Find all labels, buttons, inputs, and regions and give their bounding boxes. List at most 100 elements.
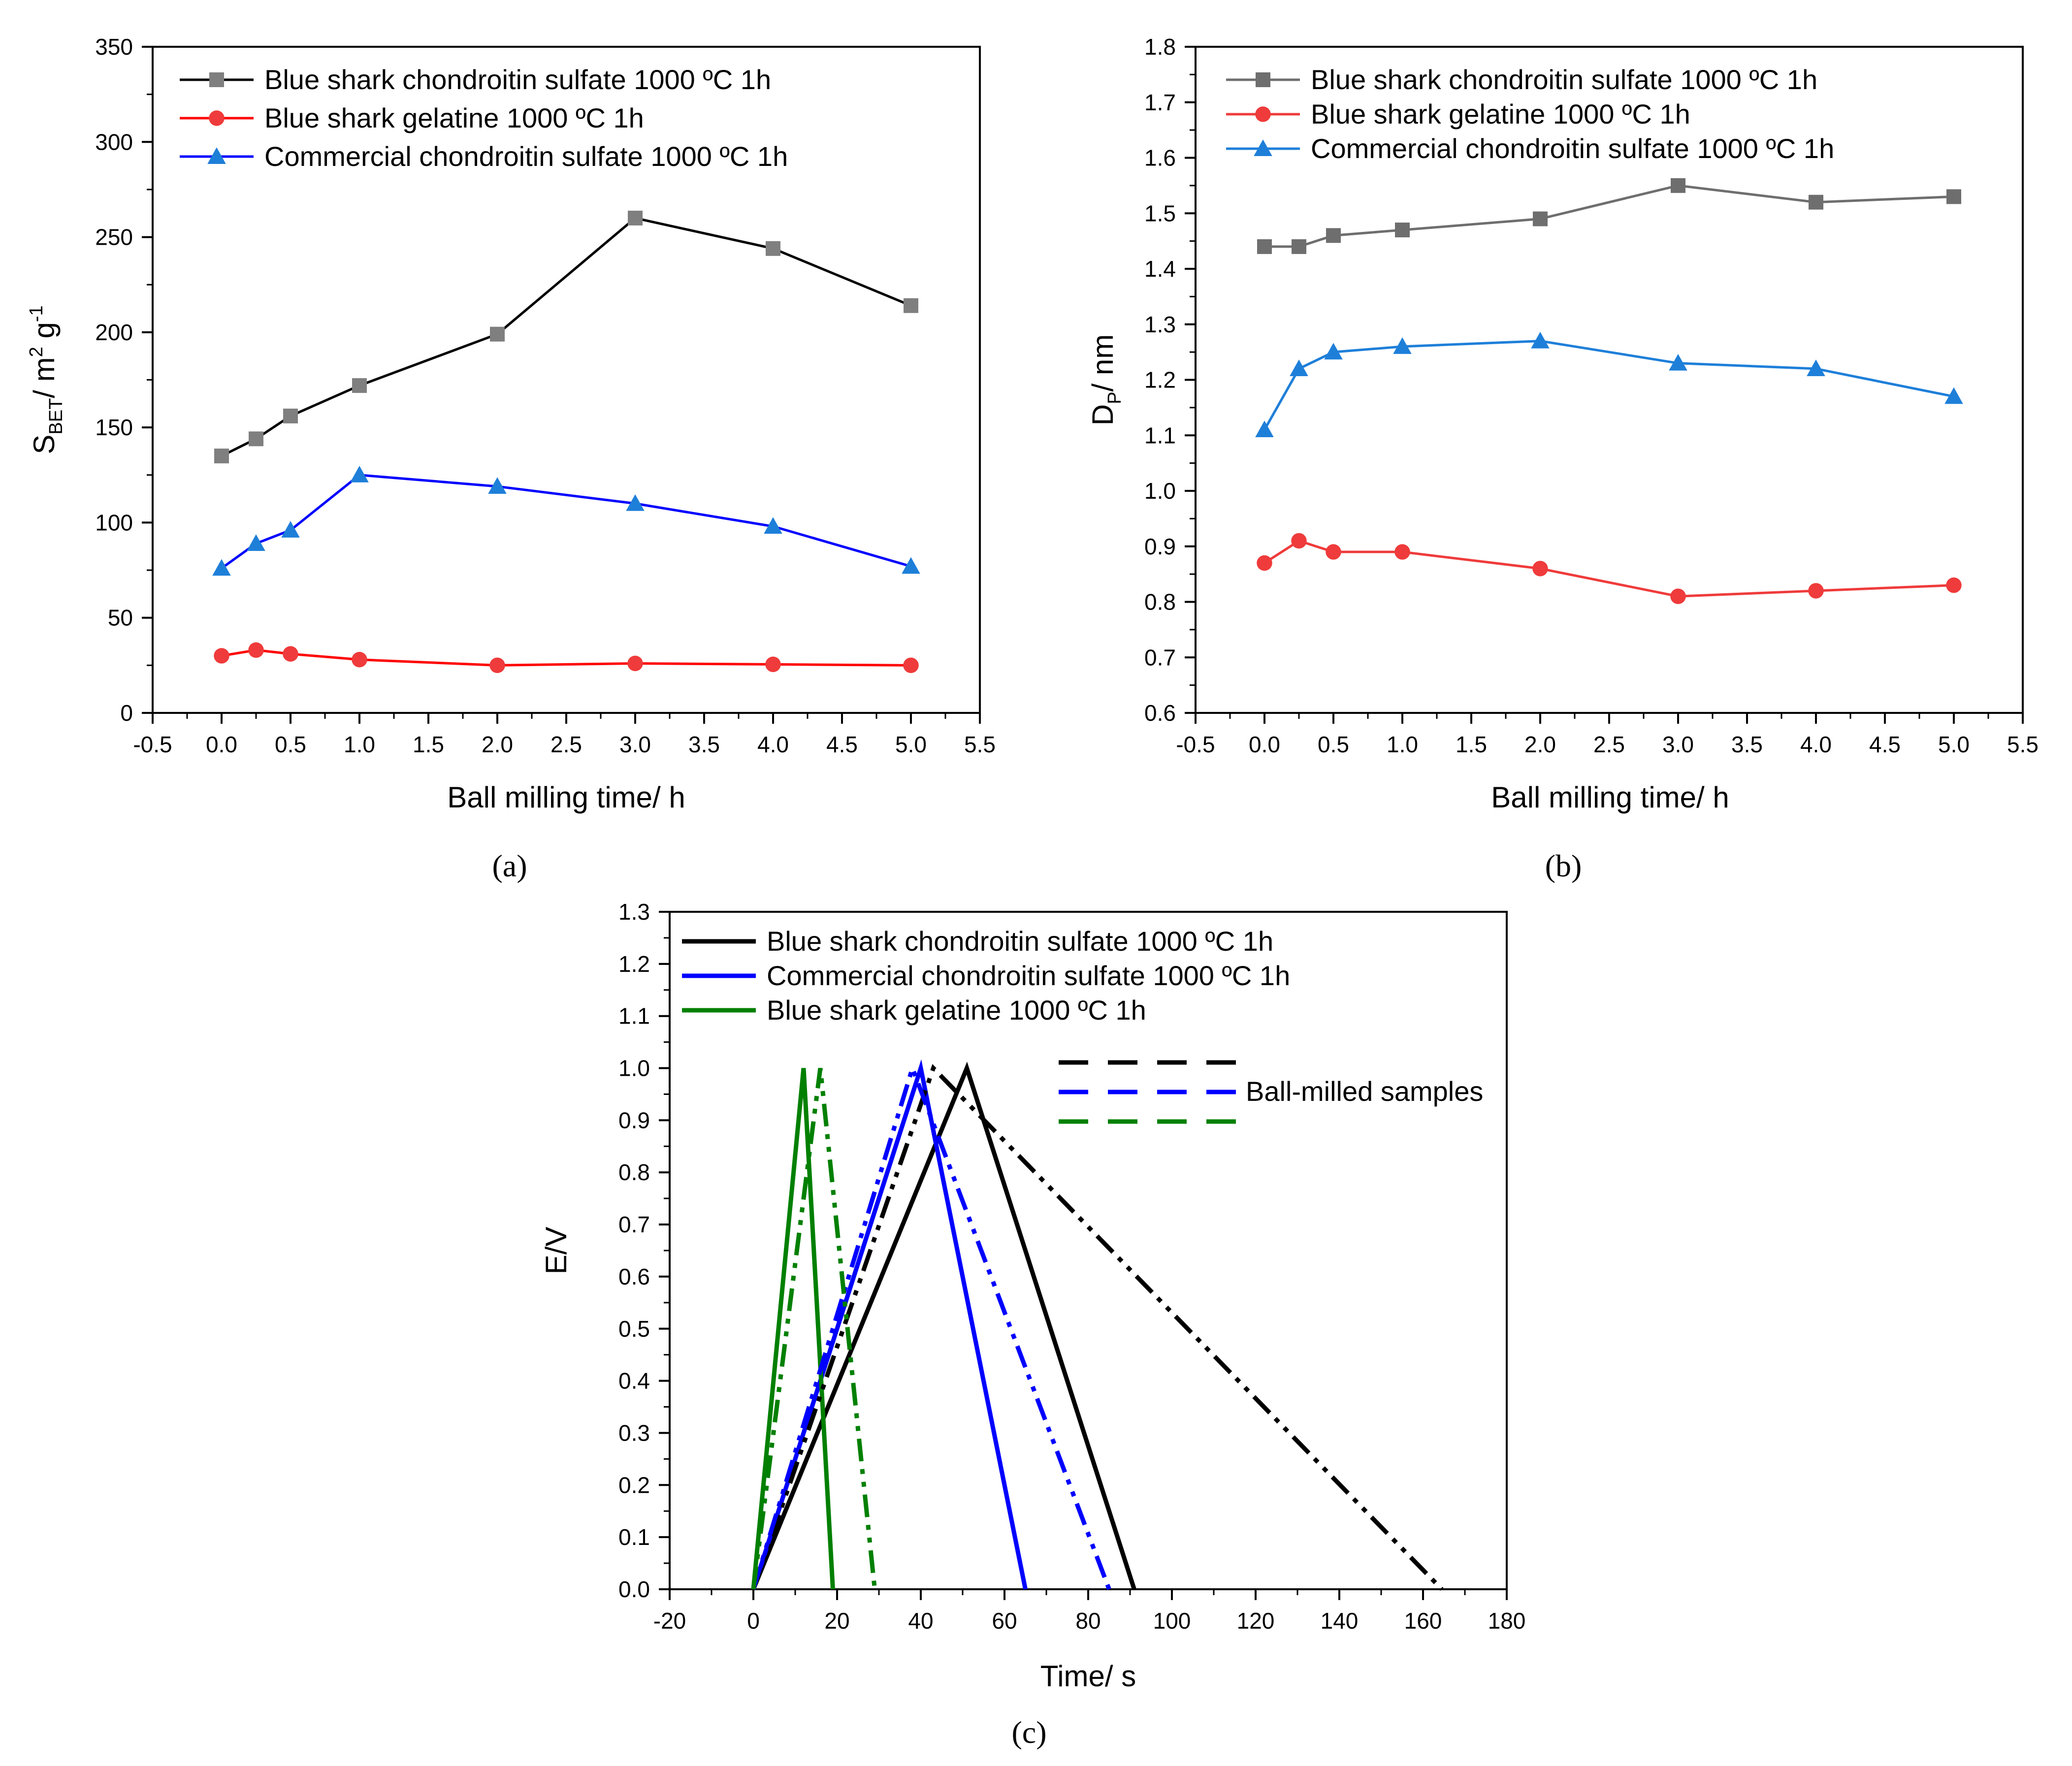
legend: Blue shark chondroitin sulfate 1000 ºC 1… [180,64,788,172]
y-tick-label: 0.7 [618,1212,650,1237]
series-line [221,648,911,667]
triangle-marker [1531,331,1550,349]
x-tick-label: 5.5 [2007,732,2039,757]
y-tick-label: 50 [108,605,133,631]
x-axis-title: Time/ s [1040,1660,1136,1693]
y-tick-label: 300 [95,129,133,155]
y-tick-label: 0.2 [618,1472,650,1498]
y-tick-label: 0.8 [1144,589,1176,615]
y-axis-title-part: S [28,435,61,454]
circle-marker [283,646,298,662]
triangle-marker [1254,139,1272,156]
triangle-marker [1944,387,1963,404]
circle-marker [765,656,781,673]
x-tick-label: 5.0 [1938,732,1970,757]
figure-caption: (b) [1545,848,1582,883]
x-tick-label: 3.5 [1731,732,1763,757]
square-marker [1292,239,1306,254]
series-line [1263,539,1954,598]
triangle-marker [207,147,226,164]
y-tick-label: 1.7 [1144,90,1176,115]
x-tick-label: 0.0 [1249,732,1280,757]
triangle-marker [1290,359,1308,376]
circle-marker [489,657,505,674]
legend-label: Commercial chondroitin sulfate 1000 ºC 1… [767,960,1290,991]
square-marker [490,326,505,342]
x-tick-label: 4.0 [1800,732,1832,757]
y-tick-label: 1.1 [1144,422,1176,448]
circle-marker [1394,544,1410,560]
legend-label: Blue shark chondroitin sulfate 1000 ºC 1… [767,926,1273,957]
legend-label: Blue shark chondroitin sulfate 1000 ºC 1… [1311,64,1817,95]
series-line [751,1067,877,1590]
square-marker [1809,194,1823,210]
y-tick-label: 350 [95,34,133,60]
triangle-marker [1393,337,1412,354]
y-axis-title-part: g [28,322,61,347]
x-tick-label: 1.0 [1387,732,1418,757]
circle-marker [1946,577,1962,593]
series-line [221,474,911,570]
y-tick-label: 0.4 [618,1368,650,1394]
legend-label: Blue shark gelatine 1000 ºC 1h [767,995,1146,1026]
square-marker [1395,223,1410,238]
circle-marker [1257,555,1272,571]
y-tick-label: 0.9 [1144,534,1176,559]
x-tick-label: 2.0 [1524,732,1556,757]
figure-caption: (c) [1011,1715,1046,1750]
y-tick-label: 1.3 [618,899,650,925]
circle-marker [214,648,229,664]
x-tick-label: 100 [1153,1608,1191,1634]
x-tick-label: 2.5 [1593,732,1625,757]
square-marker [283,408,298,423]
square-marker [904,298,918,313]
circle-marker [209,110,225,126]
x-tick-label: 180 [1488,1608,1526,1634]
y-axis-title-part: BET [46,398,66,435]
triangle-marker [764,517,782,534]
y-tick-label: 1.5 [1144,200,1176,226]
triangle-marker [281,521,300,538]
y-tick-label: 150 [95,415,133,440]
y-tick-label: 0 [120,700,133,726]
square-marker [1946,189,1961,204]
triangle-marker [350,466,369,482]
y-tick-label: 0.6 [618,1264,650,1289]
circle-marker [1808,583,1824,599]
y-tick-label: 1.0 [618,1056,650,1081]
series-line [221,217,911,457]
circle-marker [903,657,919,674]
triangle-marker [1255,420,1274,437]
y-tick-label: 0.5 [618,1316,650,1342]
x-tick-label: 2.0 [482,732,513,757]
legend: Blue shark chondroitin sulfate 1000 ºC 1… [1226,64,1834,164]
triangle-marker [1669,353,1687,371]
triangle-marker [488,477,507,494]
series-1 [214,642,919,674]
legend: Blue shark chondroitin sulfate 1000 ºC 1… [682,926,1483,1124]
legend-label: Commercial chondroitin sulfate 1000 ºC 1… [264,141,788,172]
square-marker [352,378,367,393]
y-tick-label: 1.6 [1144,145,1176,171]
square-marker [1326,228,1341,243]
square-marker [249,431,263,447]
legend-label: Blue shark gelatine 1000 ºC 1h [264,102,644,133]
circle-marker [248,642,264,658]
triangle-marker [247,534,265,551]
x-tick-label: 3.5 [688,732,720,757]
series-line [1263,340,1954,431]
series-1 [1257,533,1962,604]
y-tick-label: 100 [95,510,133,535]
x-tick-label: 4.0 [757,732,789,757]
y-axis-title-part: P [1104,392,1125,404]
y-tick-label: 1.4 [1144,256,1176,282]
square-marker [628,210,643,225]
y-tick-label: 250 [95,225,133,250]
x-tick-label: -0.5 [133,732,172,757]
x-tick-label: 3.0 [1662,732,1694,757]
x-tick-label: 4.5 [826,732,858,757]
series-4 [751,1061,1111,1590]
square-marker [209,72,224,87]
circle-marker [1670,588,1686,604]
legend-label: Commercial chondroitin sulfate 1000 ºC 1… [1311,133,1834,164]
